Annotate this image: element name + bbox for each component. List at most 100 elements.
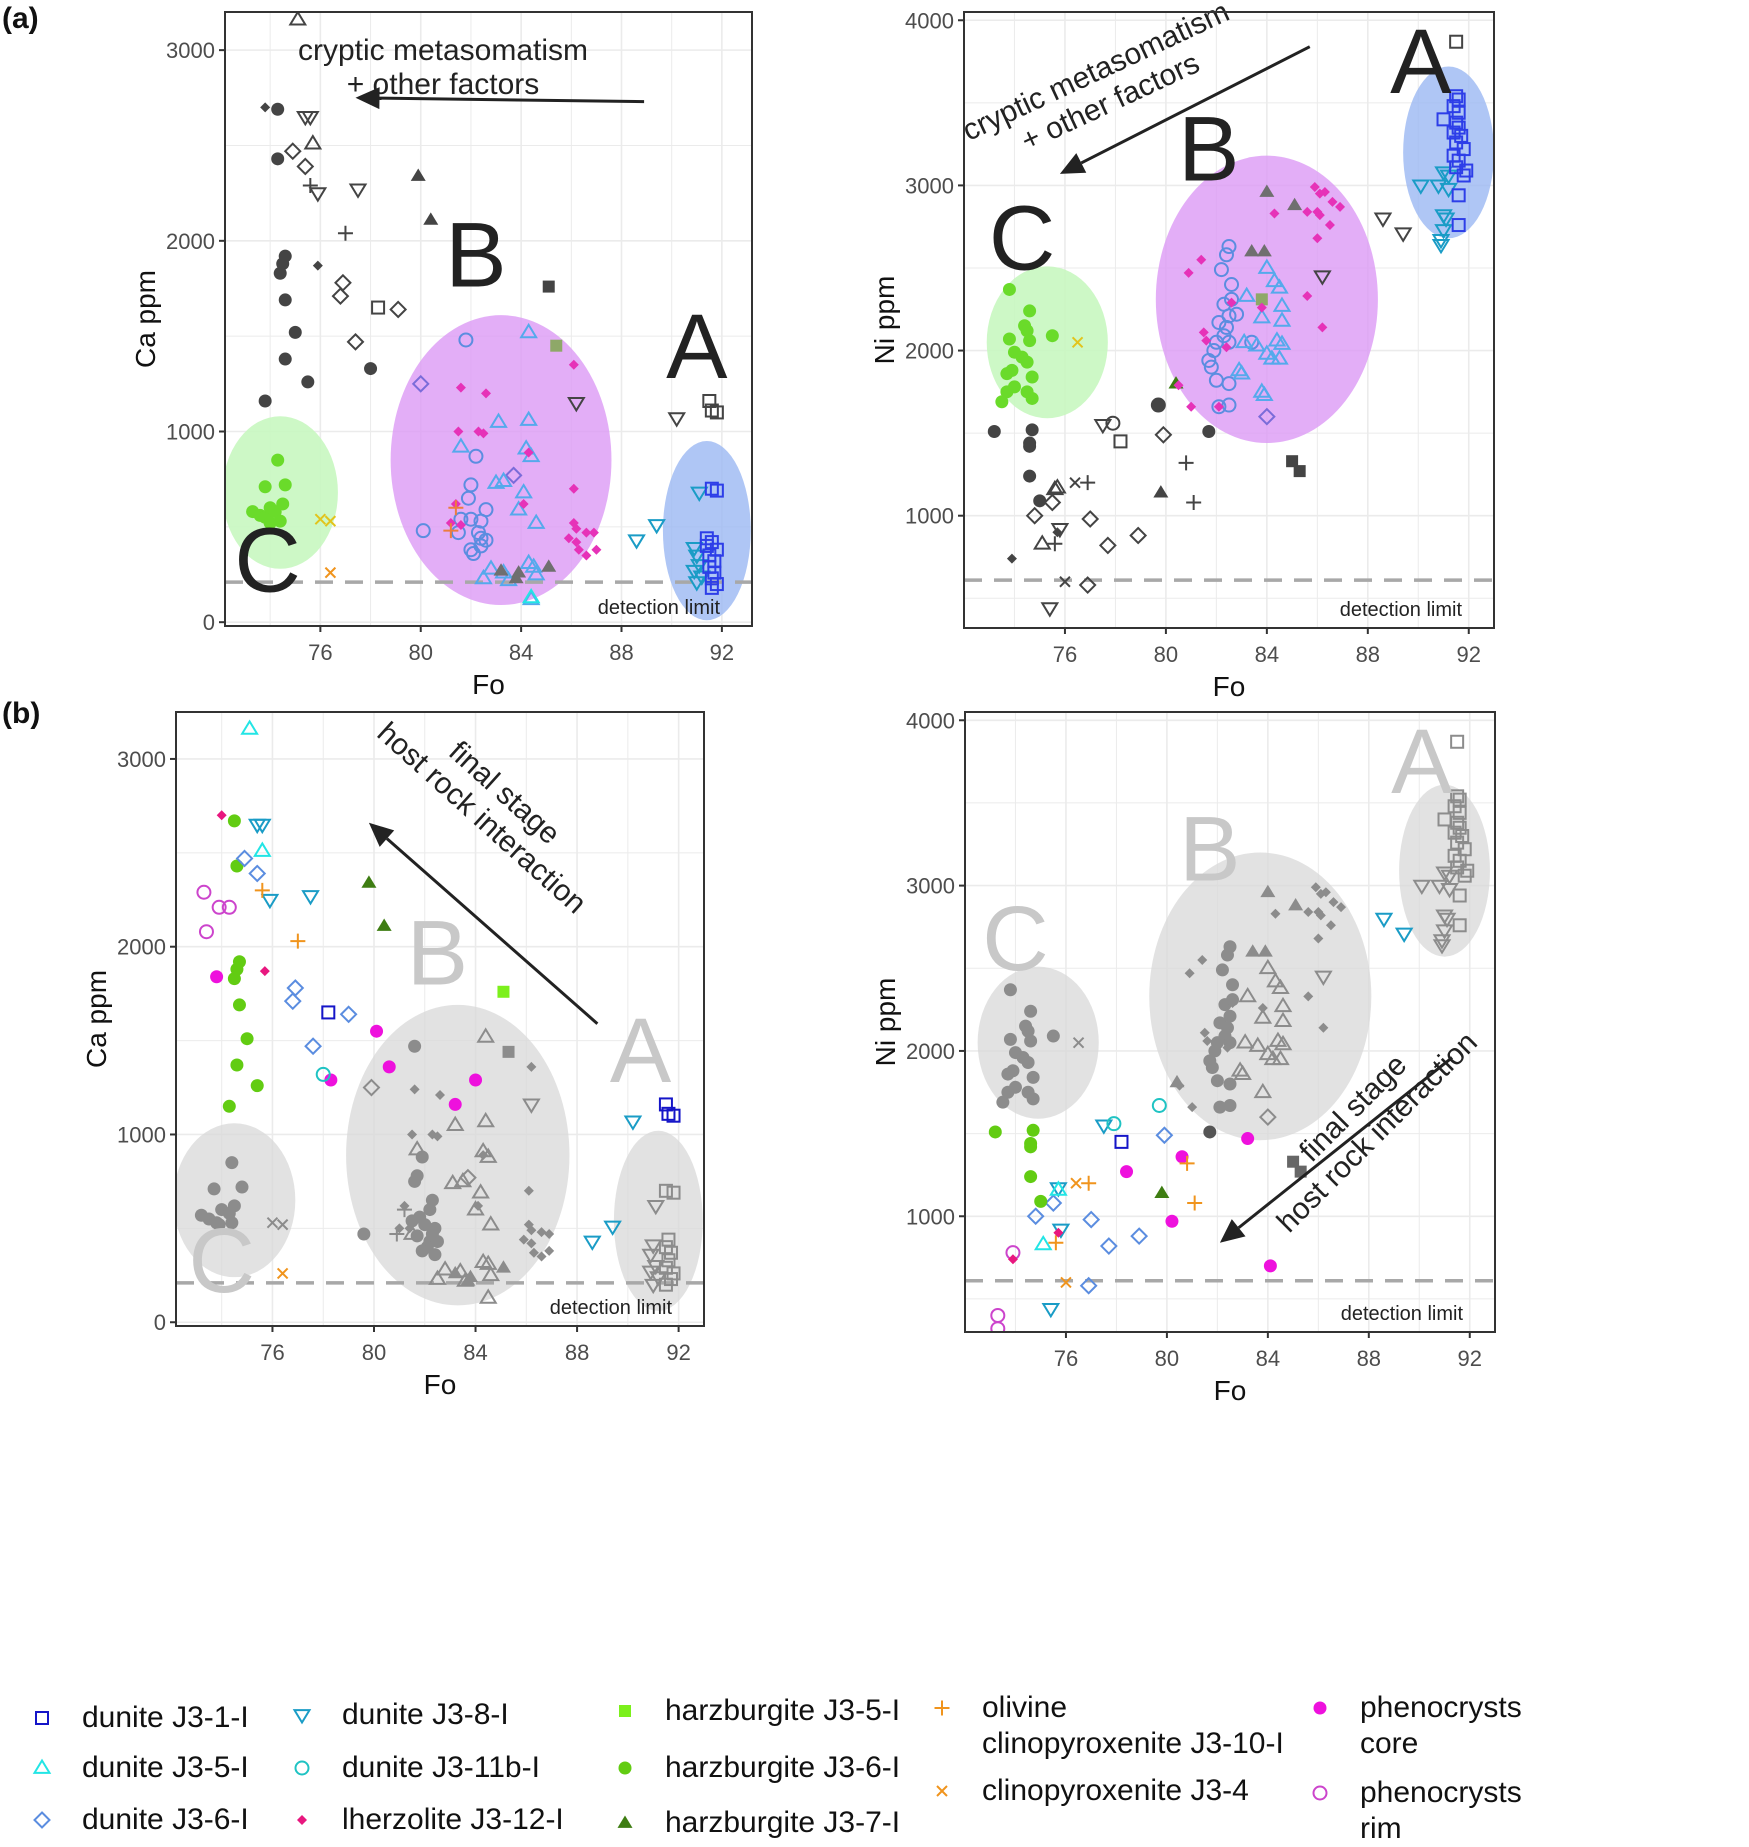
legend-item-hz5: harzburgite J3-5-I [605,1693,900,1729]
legend-symbol-circle-open-icon [294,1760,310,1776]
data-point [1072,1036,1085,1049]
data-point [685,541,704,558]
data-point [1025,506,1044,525]
data-point [481,559,501,575]
x-tick-label: 84 [1256,1346,1280,1371]
series-cpx_x [314,513,337,527]
data-point [1151,398,1165,412]
series-cyan_tri_down [1411,166,1458,255]
data-point [235,1180,249,1194]
region-label-a: A [1391,711,1453,813]
legend-item-j3_6: dunite J3-6-I [22,1802,249,1838]
data-point [1173,380,1184,391]
data-point [415,1244,429,1258]
data-point [523,1185,534,1196]
data-point [415,1150,429,1164]
data-point [1302,206,1313,217]
data-point [526,1238,537,1249]
data-point [1078,576,1097,594]
data-point [1006,553,1017,564]
data-point [315,1066,331,1082]
data-point [1002,332,1016,346]
series-grey_plus [302,178,353,241]
data-point [232,998,246,1012]
x-tick-label: 80 [1155,1346,1179,1371]
legend-item-hz7: harzburgite J3-7-I [605,1805,900,1841]
region-label-b: B [1179,799,1240,901]
region-a-ellipse [662,441,751,621]
data-point [474,568,493,585]
data-point [1151,1097,1167,1113]
series-ocpx [1048,1155,1203,1251]
data-point [990,1321,1006,1332]
data-point [301,375,315,389]
data-point [1431,234,1451,250]
data-point [1081,510,1100,528]
data-point [1052,527,1063,538]
data-point [1266,972,1285,988]
data-point [271,102,285,116]
data-point [1221,397,1237,413]
data-point [211,899,227,915]
data-point [1071,336,1084,349]
series-magenta_diamond [1173,182,1346,412]
data-point [1024,1140,1038,1154]
data-point [1436,212,1456,228]
data-point [1452,888,1467,903]
data-point [1221,376,1237,392]
data-point [1034,1194,1048,1208]
data-point [1273,1034,1293,1051]
data-point [348,183,368,199]
data-point [1211,314,1227,330]
data-point [1026,1092,1040,1106]
data-point [1310,882,1321,893]
data-point [623,1115,643,1131]
data-point [687,549,707,565]
series-j3_5 [1033,1180,1068,1251]
detection-limit-label: detection limit [1340,599,1463,621]
y-tick-label: 1000 [905,504,954,529]
data-point [1130,1227,1149,1246]
series-hz7 [361,875,392,931]
data-point [1432,939,1452,955]
legend-label: olivine clinopyroxenite J3-10-I [982,1691,1284,1760]
data-point [1272,334,1292,350]
data-point [1210,1074,1224,1088]
region-label-a: A [1390,11,1452,113]
legend-label: phenocrysts core [1360,1691,1522,1760]
x-axis-label: Fo [1213,671,1246,702]
data-point [1336,902,1347,913]
data-point [1201,352,1217,368]
data-point [1317,322,1328,333]
data-point [1234,332,1254,349]
y-axis-label: Ca ppm [81,970,112,1068]
region-c-ellipse [986,266,1108,419]
data-point [396,1202,412,1218]
data-point [1269,208,1280,219]
data-point [458,332,474,348]
data-point [666,1108,681,1123]
data-point [370,1024,384,1038]
data-point [253,841,272,857]
data-point [1025,370,1039,384]
data-point [460,1273,476,1286]
data-point [1245,944,1261,957]
trend-arrow-line [379,96,645,104]
data-point [666,1185,681,1200]
data-point [240,719,259,735]
data-point [445,1115,465,1131]
data-point [463,511,479,527]
data-point [415,523,431,539]
data-point [544,1245,555,1256]
data-point [1446,125,1461,140]
data-point [1255,293,1268,306]
data-point [1221,239,1237,255]
data-point [996,1095,1010,1109]
data-point [230,1058,244,1072]
data-point [521,587,541,604]
series-grey_diamond_filled [394,1061,555,1262]
series-j3_12 [1007,1227,1064,1265]
data-point [591,544,602,555]
data-point [1314,188,1325,199]
data-point [1026,1070,1040,1084]
